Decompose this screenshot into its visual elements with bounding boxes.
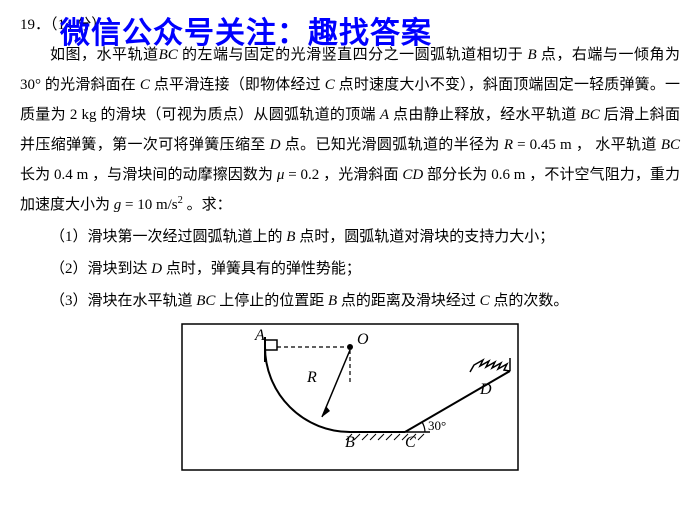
problem-paragraph: 如图，水平轨道BC 的左端与固定的光滑竖直四分之一圆弧轨道相切于 B 点，右端与…: [20, 40, 680, 220]
label-angle: 30°: [428, 418, 446, 433]
question-3: （3）滑块在水平轨道 BC 上停止的位置距 B 点的距离及滑块经过 C 点的次数…: [20, 286, 680, 316]
question-2: （2）滑块到达 D 点时，弹簧具有的弹性势能；: [20, 254, 680, 284]
wechat-overlay: 微信公众号关注：趣找答案: [60, 4, 432, 64]
label-O: O: [357, 331, 369, 348]
label-D: D: [479, 381, 492, 398]
question-1: （1）滑块第一次经过圆弧轨道上的 B 点时，圆弧轨道对滑块的支持力大小；: [20, 222, 680, 252]
label-A: A: [254, 327, 265, 344]
label-C: C: [405, 434, 416, 451]
label-R: R: [306, 369, 317, 386]
label-B: B: [345, 434, 355, 451]
diagram-container: A O R B C D 30°: [20, 322, 680, 483]
physics-diagram: A O R B C D 30°: [180, 322, 520, 472]
